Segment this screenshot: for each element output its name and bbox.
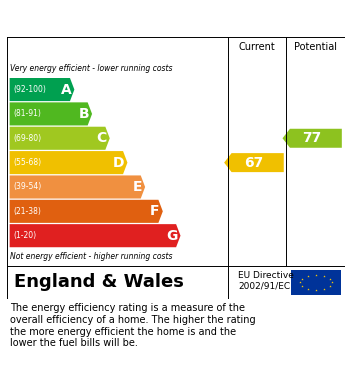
Text: EU Directive
2002/91/EC: EU Directive 2002/91/EC [238,271,294,291]
Polygon shape [10,176,145,199]
Polygon shape [10,102,92,126]
Text: England & Wales: England & Wales [14,273,184,292]
Text: (81-91): (81-91) [14,109,42,118]
Text: F: F [150,204,160,218]
Text: (1-20): (1-20) [14,231,37,240]
Text: Current: Current [239,42,276,52]
Text: 77: 77 [302,131,322,145]
Text: G: G [166,229,177,243]
Text: (69-80): (69-80) [14,134,42,143]
Text: A: A [61,83,71,97]
Text: (92-100): (92-100) [14,85,47,94]
Text: (21-38): (21-38) [14,207,42,216]
Text: Not energy efficient - higher running costs: Not energy efficient - higher running co… [10,252,173,261]
Text: 67: 67 [244,156,263,170]
Text: (39-54): (39-54) [14,183,42,192]
Polygon shape [10,127,110,150]
Polygon shape [283,129,342,148]
Text: Energy Efficiency Rating: Energy Efficiency Rating [15,11,237,26]
Polygon shape [10,78,74,101]
Polygon shape [224,153,284,172]
Polygon shape [10,151,127,174]
Polygon shape [10,200,163,223]
Text: D: D [113,156,124,170]
Text: Potential: Potential [294,42,337,52]
Text: Very energy efficient - lower running costs: Very energy efficient - lower running co… [10,65,173,74]
Text: (55-68): (55-68) [14,158,42,167]
Text: B: B [78,107,89,121]
Text: E: E [133,180,142,194]
FancyBboxPatch shape [291,270,341,295]
Text: The energy efficiency rating is a measure of the
overall efficiency of a home. T: The energy efficiency rating is a measur… [10,303,256,348]
Text: C: C [96,131,107,145]
Polygon shape [10,224,181,247]
